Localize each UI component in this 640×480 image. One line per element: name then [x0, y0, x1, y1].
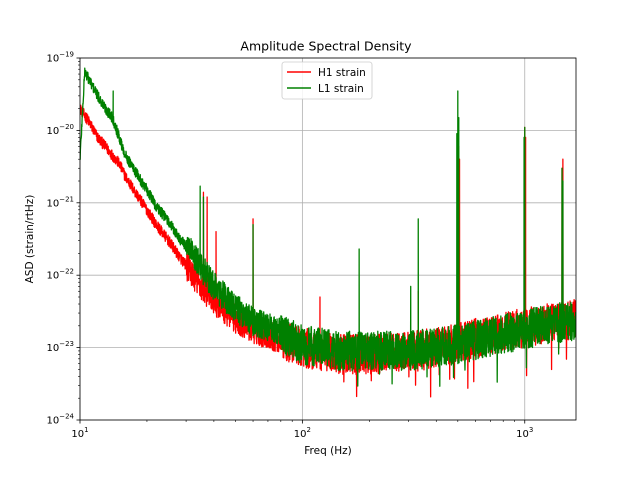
legend: H1 strain L1 strain: [281, 61, 373, 100]
series-layer: [80, 67, 576, 398]
chart-title: Amplitude Spectral Density: [240, 39, 412, 54]
legend-label-l1: L1 strain: [318, 83, 364, 95]
legend-label-h1: H1 strain: [318, 67, 366, 79]
x-axis-ticks: 101 102 103: [71, 420, 533, 440]
x-axis-label: Freq (Hz): [304, 445, 351, 457]
series-line-l1: [80, 67, 576, 387]
y-axis-label: ASD (strain/rtHz): [24, 195, 36, 284]
plot-frame: [79, 57, 577, 421]
